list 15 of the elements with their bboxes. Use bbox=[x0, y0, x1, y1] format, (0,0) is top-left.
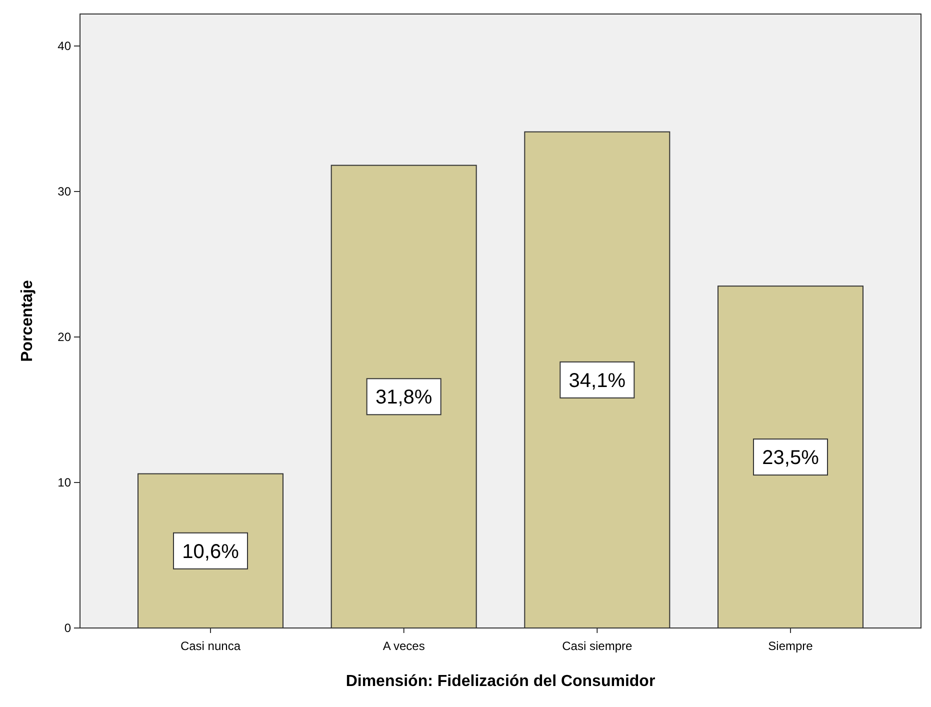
y-tick-label: 40 bbox=[58, 39, 72, 54]
x-tick-label: Casi siempre bbox=[562, 639, 632, 653]
x-tick-label: A veces bbox=[382, 639, 425, 653]
x-tick-label: Casi nunca bbox=[180, 639, 241, 653]
data-label: 31,8% bbox=[375, 386, 432, 409]
data-label: 23,5% bbox=[762, 447, 820, 470]
y-tick-label: 10 bbox=[58, 476, 72, 490]
y-tick-label: 20 bbox=[58, 330, 72, 344]
y-axis-title: Porcentaje bbox=[19, 280, 36, 362]
x-tick-label: Siempre bbox=[768, 639, 814, 653]
y-tick-label: 30 bbox=[58, 184, 72, 199]
data-label: 10,6% bbox=[182, 540, 240, 563]
y-tick-label: 0 bbox=[64, 621, 72, 635]
data-label: 34,1% bbox=[568, 370, 626, 392]
x-axis-title: Dimensión: Fidelización del Consumidor bbox=[346, 673, 656, 690]
